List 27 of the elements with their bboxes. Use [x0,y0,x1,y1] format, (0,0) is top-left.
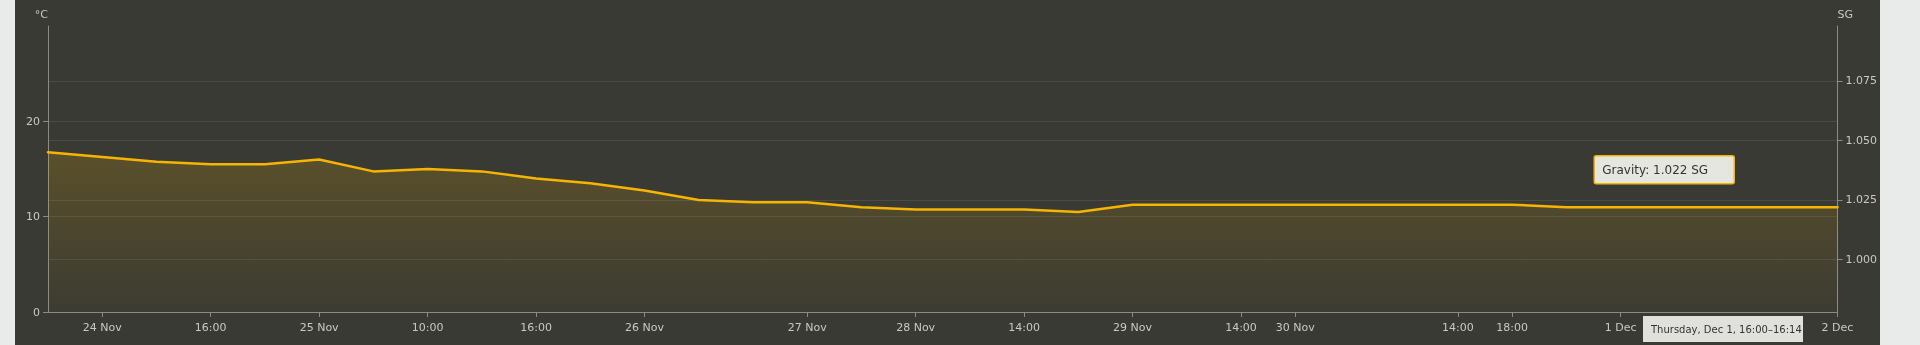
x-tick-label: 14:00 [1008,321,1040,334]
x-tick-label: 25 Nov [299,321,340,334]
x-tick-label: 14:00 [1225,321,1257,334]
x-tick-label: 2 Dec [1821,321,1854,334]
x-tick-label: 27 Nov [787,321,828,334]
annotation: Gravity: 1.022 SG [1602,162,1709,177]
x-tick-label: 16:00 [520,321,552,334]
y-tick-label: 10 [26,210,40,224]
y-tick-label: 20 [26,114,40,128]
y2-axis-title: SG [1837,8,1854,21]
y-tick-label: 0 [33,305,40,319]
x-tick-label: 14:00 [1442,321,1474,334]
x-tick-label: 24 Nov [82,321,123,334]
y2-tick-label: 1.025 [1845,193,1878,207]
y2-tick-label: 1.075 [1845,74,1878,88]
x-tick-label: 1 Dec [1604,321,1637,334]
x-tick-label: 26 Nov [625,321,665,334]
y2-tick-label: 1.000 [1845,253,1878,267]
y-axis-title: °C [34,8,49,21]
x-tick-label: 29 Nov [1113,321,1153,334]
x-tick-label: 28 Nov [896,321,936,334]
x-tick-label: 10:00 [411,321,444,334]
y2-tick-label: 1.050 [1845,133,1878,147]
x-tick-label: 16:00 [194,321,227,334]
x-tick-label: 30 Nov [1275,321,1316,334]
text: Thursday, Dec 1, 16:00–16:14 [1650,323,1802,335]
x-tick-label: 18:00 [1496,321,1528,334]
